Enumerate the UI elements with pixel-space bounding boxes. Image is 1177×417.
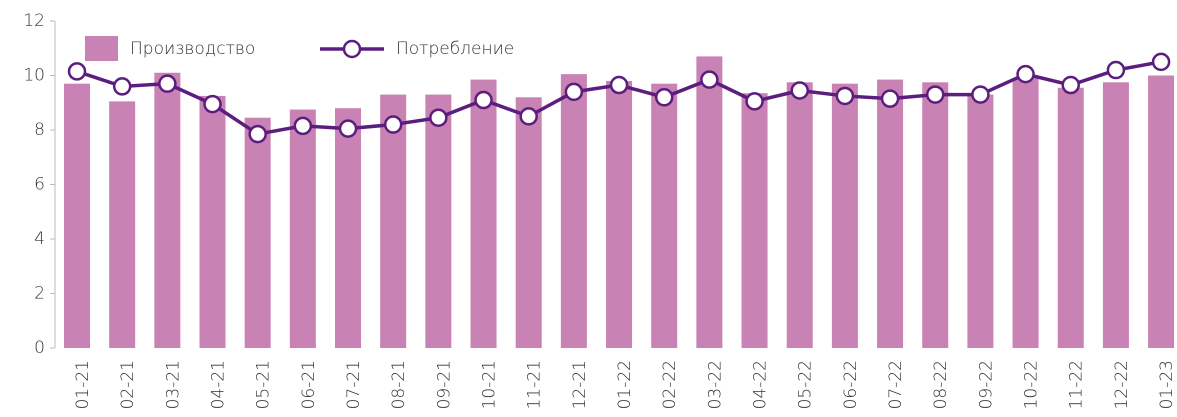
bar (515, 97, 542, 348)
bar (199, 95, 226, 348)
x-tick-label: 02-21 (118, 360, 138, 409)
x-tick-label: 04-22 (751, 360, 771, 409)
bar (696, 56, 723, 349)
line-marker (1016, 64, 1035, 84)
bar (651, 83, 678, 349)
legend-swatch (342, 39, 362, 59)
x-tick-label: 09-22 (976, 360, 996, 409)
bar (1102, 82, 1129, 348)
bar (380, 94, 407, 348)
legend-label: Производство (130, 39, 255, 59)
x-tick-label: 05-22 (796, 360, 816, 409)
legend-swatch (85, 36, 118, 61)
bar (877, 79, 904, 349)
line-marker (383, 115, 403, 134)
line-marker (745, 92, 764, 111)
bar (335, 108, 362, 348)
line-marker (1151, 52, 1171, 72)
x-tick-label: 05-21 (254, 360, 274, 409)
bar (922, 82, 949, 348)
line-marker (1061, 75, 1080, 95)
x-tick-label: 08-21 (389, 360, 409, 409)
x-tick-label: 12-21 (570, 360, 590, 409)
line-marker (158, 74, 177, 93)
y-tick-label: 10 (23, 66, 45, 86)
y-tick-label: 8 (34, 120, 45, 140)
legend-label: Потребление (396, 39, 514, 59)
bar (109, 101, 136, 348)
line-marker (700, 70, 719, 89)
x-tick-label: 01-22 (615, 360, 635, 409)
line-marker (654, 88, 674, 107)
x-tick-label: 08-22 (931, 360, 951, 409)
line-marker (293, 116, 313, 136)
bar (967, 94, 994, 348)
bar (64, 83, 90, 349)
x-tick-label: 10-21 (480, 360, 500, 409)
x-tick-label: 03-22 (705, 360, 725, 409)
line-marker (609, 75, 629, 95)
bar (606, 80, 633, 348)
x-tick-label: 12-22 (1112, 360, 1132, 409)
line-marker (925, 85, 945, 104)
x-tick-label: 09-21 (434, 360, 454, 409)
bar (1148, 75, 1175, 348)
bar (425, 94, 452, 348)
line-marker (248, 124, 267, 144)
x-tick-label: 07-22 (886, 360, 906, 409)
x-tick-label: 02-22 (660, 360, 680, 409)
y-tick-label: 4 (34, 229, 45, 249)
x-tick-label: 06-22 (841, 360, 861, 409)
line-marker (519, 107, 538, 126)
y-tick-label: 12 (23, 11, 45, 31)
bar (154, 72, 181, 349)
y-tick-label: 6 (34, 175, 45, 195)
x-tick-label: 11-21 (525, 360, 545, 409)
x-tick-label: 01-21 (73, 360, 93, 409)
line-marker (474, 90, 493, 110)
x-tick-label: 01-23 (1157, 360, 1177, 409)
x-tick-label: 04-21 (209, 360, 229, 409)
line-marker (880, 89, 900, 108)
line-marker (971, 85, 990, 104)
bar (244, 117, 271, 348)
x-tick-label: 07-21 (344, 360, 364, 409)
line-marker (338, 119, 358, 138)
line-marker (790, 81, 809, 100)
line-marker (564, 82, 584, 102)
bar (786, 82, 813, 348)
bar (289, 109, 316, 348)
x-tick-label: 06-21 (299, 360, 319, 409)
bar (831, 83, 858, 349)
line-marker (1106, 60, 1126, 80)
bar (560, 74, 587, 348)
line-marker (429, 108, 448, 127)
bar (470, 79, 497, 349)
line-marker (835, 86, 855, 106)
x-tick-label: 10-22 (1022, 360, 1042, 409)
line-marker (67, 62, 87, 81)
y-tick-label: 0 (34, 338, 45, 358)
bar (741, 93, 768, 349)
y-tick-label: 2 (34, 284, 45, 304)
bar (1057, 87, 1084, 348)
line-marker (203, 94, 222, 114)
line-marker (112, 77, 132, 96)
x-tick-label: 03-21 (163, 360, 183, 409)
bar (1012, 78, 1039, 348)
x-tick-label: 11-22 (1067, 360, 1087, 409)
